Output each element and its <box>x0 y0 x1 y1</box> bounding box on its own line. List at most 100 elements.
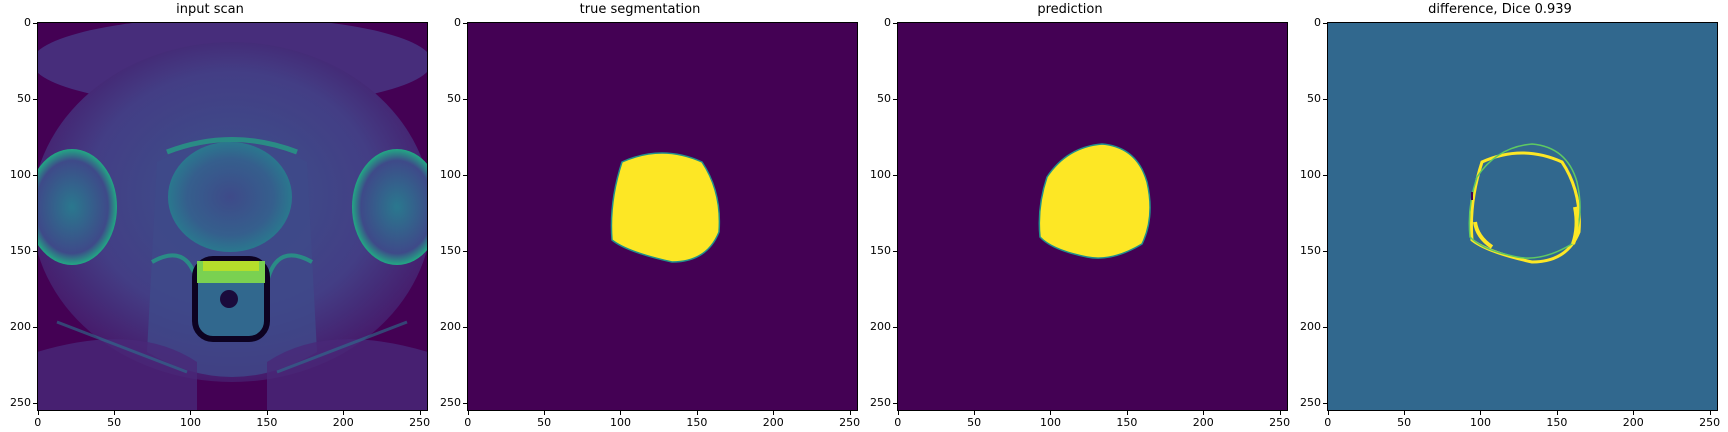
panel-difference: difference, Dice 0.939 <box>1290 0 1710 432</box>
y-tick-label: 0 <box>884 15 891 29</box>
x-tick-mark <box>1709 411 1711 415</box>
x-tick-label: 250 <box>839 416 861 429</box>
y-tick-mark <box>1323 174 1327 176</box>
y-tick-label: 100 <box>440 167 461 181</box>
y-tick-mark <box>893 326 897 328</box>
x-tick-mark <box>1480 411 1482 415</box>
y-tick-mark <box>33 98 37 100</box>
x-tick-label: 150 <box>686 416 708 429</box>
mask-image <box>467 22 858 411</box>
x-tick-mark <box>1404 411 1406 415</box>
x-tick-mark <box>1050 411 1052 415</box>
y-tick-mark <box>33 250 37 252</box>
x-tick-label: 100 <box>1469 416 1491 429</box>
x-tick-mark <box>544 411 546 415</box>
y-tick-mark <box>463 98 467 100</box>
y-tick-label: 0 <box>1314 15 1321 29</box>
y-tick-label: 150 <box>10 243 31 257</box>
x-tick-mark <box>190 411 192 415</box>
x-tick-label: 50 <box>107 416 122 429</box>
y-tick-mark <box>33 402 37 404</box>
x-tick-mark <box>343 411 345 415</box>
x-tick-label: 50 <box>537 416 552 429</box>
x-tick-mark <box>773 411 775 415</box>
y-tick-mark <box>1323 22 1327 24</box>
y-tick-label: 150 <box>440 243 461 257</box>
y-tick-mark <box>893 98 897 100</box>
y-tick-mark <box>893 174 897 176</box>
difference-image <box>1327 22 1718 411</box>
y-tick-mark <box>463 326 467 328</box>
y-tick-mark <box>893 402 897 404</box>
x-tick-mark <box>1327 411 1329 415</box>
y-tick-mark <box>463 402 467 404</box>
y-tick-mark <box>463 174 467 176</box>
y-tick-mark <box>33 22 37 24</box>
x-tick-label: 0 <box>894 416 902 429</box>
x-tick-mark <box>849 411 851 415</box>
y-tick-label: 250 <box>1300 395 1321 409</box>
x-tick-label: 100 <box>179 416 201 429</box>
y-tick-label: 200 <box>10 319 31 333</box>
x-tick-mark <box>897 411 899 415</box>
y-tick-label: 100 <box>1300 167 1321 181</box>
panel-prediction: prediction <box>860 0 1280 432</box>
x-tick-label: 0 <box>464 416 472 429</box>
y-tick-mark <box>1323 326 1327 328</box>
y-tick-label: 50 <box>1307 91 1321 105</box>
image-prediction <box>897 22 1288 411</box>
panel-true-segmentation: true segmentation <box>430 0 850 432</box>
x-tick-label: 50 <box>1397 416 1412 429</box>
x-tick-label: 200 <box>332 416 354 429</box>
x-tick-mark <box>467 411 469 415</box>
y-tick-label: 200 <box>870 319 891 333</box>
panel-title: prediction <box>1037 2 1103 17</box>
x-tick-mark <box>419 411 421 415</box>
x-tick-label: 100 <box>609 416 631 429</box>
x-tick-mark <box>696 411 698 415</box>
x-tick-label: 200 <box>1192 416 1214 429</box>
x-tick-label: 150 <box>256 416 278 429</box>
x-tick-label: 250 <box>1699 416 1721 429</box>
y-tick-mark <box>33 326 37 328</box>
x-tick-mark <box>1203 411 1205 415</box>
y-tick-label: 200 <box>440 319 461 333</box>
panel-title: true segmentation <box>579 2 701 17</box>
x-tick-mark <box>1633 411 1635 415</box>
prediction-image <box>897 22 1288 411</box>
x-tick-label: 250 <box>409 416 431 429</box>
y-tick-mark <box>893 250 897 252</box>
image-input-scan <box>37 22 428 411</box>
panel-title: input scan <box>176 2 244 17</box>
x-tick-mark <box>37 411 39 415</box>
x-tick-label: 0 <box>34 416 42 429</box>
y-tick-mark <box>33 174 37 176</box>
x-tick-mark <box>1556 411 1558 415</box>
y-tick-label: 50 <box>447 91 461 105</box>
y-tick-label: 100 <box>870 167 891 181</box>
x-tick-mark <box>1279 411 1281 415</box>
y-tick-mark <box>1323 98 1327 100</box>
y-tick-label: 50 <box>877 91 891 105</box>
x-tick-label: 0 <box>1324 416 1332 429</box>
y-tick-mark <box>1323 402 1327 404</box>
image-difference <box>1327 22 1718 411</box>
y-tick-mark <box>1323 250 1327 252</box>
y-tick-mark <box>463 22 467 24</box>
y-tick-label: 250 <box>10 395 31 409</box>
x-tick-label: 200 <box>762 416 784 429</box>
image-true-segmentation <box>467 22 858 411</box>
y-tick-label: 200 <box>1300 319 1321 333</box>
y-tick-label: 100 <box>10 167 31 181</box>
y-tick-mark <box>893 22 897 24</box>
y-tick-mark <box>463 250 467 252</box>
x-tick-mark <box>620 411 622 415</box>
y-tick-label: 250 <box>870 395 891 409</box>
x-tick-mark <box>114 411 116 415</box>
x-tick-label: 200 <box>1622 416 1644 429</box>
x-tick-label: 150 <box>1546 416 1568 429</box>
x-tick-label: 50 <box>967 416 982 429</box>
x-tick-label: 100 <box>1039 416 1061 429</box>
y-tick-label: 150 <box>1300 243 1321 257</box>
y-tick-label: 250 <box>440 395 461 409</box>
